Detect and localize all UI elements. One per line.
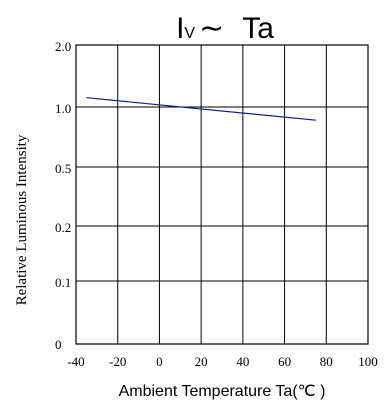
x-tick-label: 80: [320, 354, 333, 369]
y-tick-label: 0.5: [55, 161, 71, 176]
x-tick-label: -20: [109, 354, 126, 369]
y-tick-label: 0.2: [55, 220, 71, 235]
y-tick-label: 1.0: [55, 101, 71, 116]
y-tick-labels: 0 0.1 0.2 0.5 1.0 2.0: [55, 39, 71, 352]
x-tick-label: 60: [278, 354, 291, 369]
chart-title: IV ∼ Ta: [176, 12, 274, 45]
series-group: [86, 97, 316, 121]
y-axis-label: Relative Luminous Intensity: [14, 134, 30, 305]
title-main: I: [176, 12, 184, 45]
x-tick-label: 100: [358, 354, 378, 369]
plot-frame: [75, 44, 369, 345]
x-tick-label: -40: [67, 354, 84, 369]
title-tilde: ∼: [199, 12, 224, 45]
x-tick-label: 40: [236, 354, 249, 369]
series-line: [86, 97, 316, 121]
y-tick-label: 2.0: [55, 39, 71, 54]
y-tick-label: 0: [55, 337, 62, 352]
title-rest: Ta: [242, 12, 274, 45]
x-tick-label: 20: [195, 354, 208, 369]
x-tick-label: 0: [156, 354, 163, 369]
x-axis-label: Ambient Temperature Ta(℃ ): [119, 383, 326, 400]
grid: [76, 45, 368, 344]
title-sub: V: [184, 25, 195, 42]
y-tick-label: 0.1: [55, 275, 71, 290]
x-tick-labels: -40 -20 0 20 40 60 80 100: [67, 354, 377, 369]
